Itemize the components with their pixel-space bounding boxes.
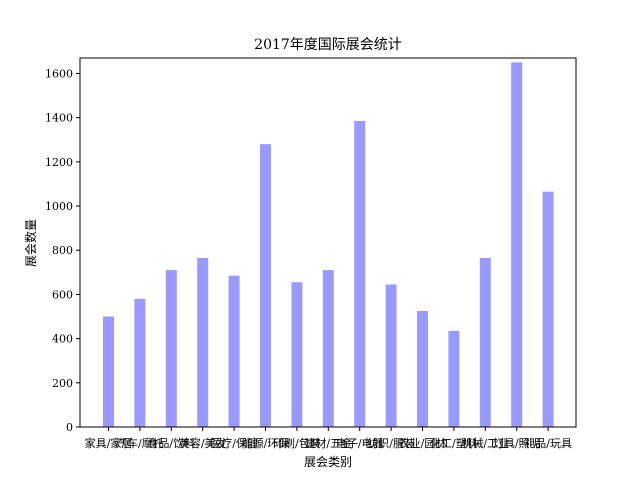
y-tick-label: 1200	[45, 156, 73, 169]
x-tick-label: 化工/塑料	[430, 436, 478, 450]
bar-1	[134, 298, 146, 427]
bar-7	[322, 270, 334, 427]
bar-5	[260, 144, 271, 427]
bar-10	[417, 310, 428, 427]
x-axis-label: 展会类别	[304, 455, 352, 469]
y-tick-label: 800	[52, 244, 73, 257]
chart-title: 2017年度国际展会统计	[254, 37, 402, 53]
bar-13	[511, 62, 523, 428]
y-tick-label: 400	[52, 333, 73, 346]
x-axis: 家具/家居汽车/摩托食品/饮料美容/美发医疗/保健能源/环保印刷/包装建材/五金…	[85, 427, 572, 450]
bar-2	[165, 270, 177, 427]
x-tick-label: 食品/饮料	[147, 436, 195, 450]
x-tick-label: 礼品/玩具	[524, 436, 572, 450]
x-tick-label: 印刷/包装	[273, 437, 321, 450]
bars-layer	[103, 62, 554, 428]
x-tick-label: 汽车/摩托	[116, 436, 164, 450]
x-tick-label: 农业/园林	[399, 436, 447, 450]
bar-0	[103, 316, 114, 427]
y-tick-label: 1400	[45, 112, 73, 125]
y-tick-label: 1600	[45, 67, 73, 80]
x-tick-label: 建材/五金	[304, 436, 352, 450]
x-tick-label: 美容/美发	[179, 436, 227, 450]
x-tick-label: 电子/电器	[336, 437, 384, 450]
bar-6	[291, 282, 303, 427]
y-tick-label: 200	[52, 377, 73, 390]
bar-8	[354, 120, 366, 427]
bar-4	[228, 275, 240, 427]
bar-11	[448, 330, 460, 427]
y-tick-label: 1000	[45, 200, 73, 213]
x-tick-label: 灯具/照明	[493, 437, 541, 450]
y-axis: 0 200 400 600 800 1000 1200 1400 1600	[45, 67, 80, 434]
x-tick-label: 医疗/保健	[210, 436, 258, 450]
x-tick-label: 家具/家居	[85, 436, 133, 450]
x-tick-label: 能源/环保	[242, 436, 290, 450]
y-tick-label: 600	[52, 288, 73, 301]
bar-14	[542, 191, 554, 427]
bar-9	[385, 284, 397, 427]
bar-12	[479, 257, 491, 427]
y-tick-label: 0	[66, 421, 73, 434]
x-tick-label: 纺织/服装	[367, 436, 415, 450]
x-tick-label: 机械/工业	[461, 436, 509, 450]
y-axis-label: 展会数量	[23, 219, 38, 267]
bar-3	[197, 257, 209, 427]
